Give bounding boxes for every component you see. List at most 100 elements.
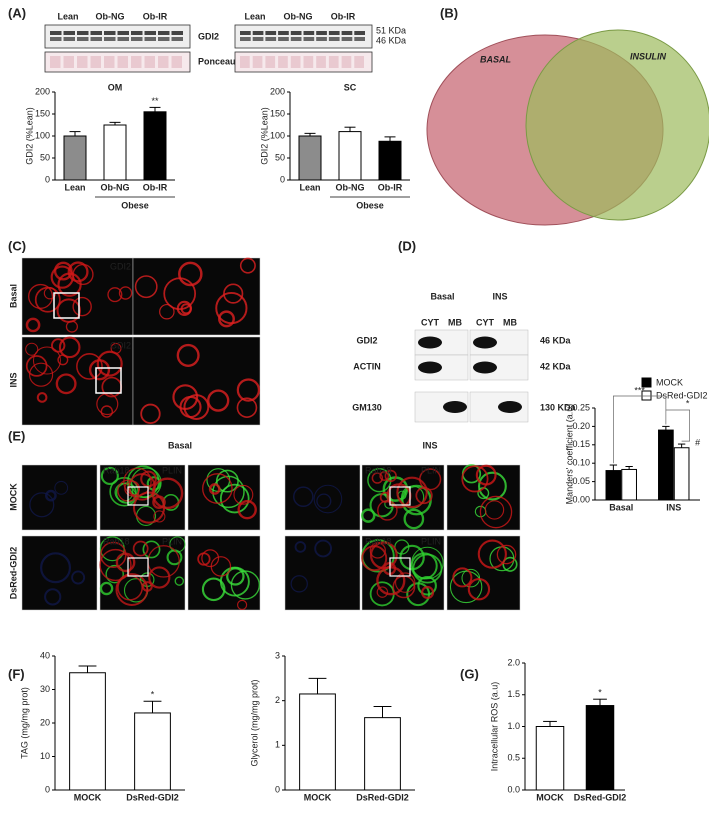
x-tick-label: INS bbox=[666, 502, 681, 512]
droplet bbox=[219, 566, 250, 597]
droplet bbox=[237, 499, 257, 520]
legend-label: MOCK bbox=[656, 377, 683, 387]
band bbox=[354, 56, 364, 68]
y-tick-label: 10 bbox=[40, 751, 50, 761]
bar bbox=[621, 468, 637, 501]
bar bbox=[299, 693, 336, 791]
droplet bbox=[223, 283, 244, 304]
band bbox=[90, 56, 101, 68]
band bbox=[171, 37, 183, 41]
y-tick-label: 2 bbox=[275, 695, 280, 705]
band bbox=[117, 31, 129, 35]
band bbox=[316, 37, 327, 41]
droplet bbox=[29, 362, 54, 387]
droplet bbox=[218, 310, 235, 328]
stain-label: Rab18 bbox=[365, 465, 392, 475]
y-tick-label: 2.0 bbox=[507, 657, 520, 667]
kda-label: 130 KDa bbox=[540, 402, 577, 412]
band bbox=[240, 31, 251, 35]
droplet bbox=[396, 476, 428, 509]
significance: ** bbox=[151, 96, 159, 106]
droplet bbox=[233, 484, 254, 505]
protein-label: GM130 bbox=[352, 402, 382, 412]
panel-label: (D) bbox=[398, 238, 416, 253]
droplet bbox=[477, 539, 507, 569]
band bbox=[498, 401, 522, 413]
y-tick-label: 0.00 bbox=[572, 494, 590, 504]
x-tick-label: MOCK bbox=[304, 792, 332, 802]
y-tick-label: 50 bbox=[275, 152, 285, 162]
band bbox=[171, 31, 183, 35]
droplet bbox=[51, 338, 66, 353]
fraction-label: CYT bbox=[421, 317, 440, 327]
stain-label: PLIN bbox=[162, 536, 182, 546]
droplet bbox=[54, 480, 69, 495]
roi bbox=[95, 367, 122, 394]
kda-label: 51 KDa bbox=[376, 25, 406, 35]
band bbox=[290, 37, 302, 41]
band bbox=[316, 56, 326, 68]
droplet bbox=[376, 586, 389, 598]
band bbox=[252, 37, 264, 41]
band bbox=[90, 37, 102, 41]
panel-label: (E) bbox=[8, 428, 25, 443]
row-label: MOCK bbox=[8, 483, 18, 511]
bar bbox=[658, 429, 674, 501]
droplet bbox=[239, 257, 256, 274]
roi bbox=[389, 557, 411, 577]
droplet bbox=[115, 573, 149, 606]
band bbox=[354, 37, 365, 41]
droplet bbox=[110, 342, 122, 354]
band bbox=[240, 37, 251, 41]
micrograph bbox=[284, 464, 361, 531]
y-tick-label: 0.5 bbox=[507, 753, 520, 763]
band bbox=[278, 37, 289, 41]
roi bbox=[53, 292, 80, 319]
band bbox=[77, 31, 89, 35]
droplet bbox=[118, 286, 133, 300]
panel-label: (B) bbox=[440, 5, 458, 20]
droplet bbox=[45, 489, 57, 502]
y-tick-label: 40 bbox=[40, 650, 50, 660]
band bbox=[252, 31, 264, 35]
condition-label: INS bbox=[422, 440, 437, 450]
y-axis-label: TAG (mg/mg prot) bbox=[19, 687, 29, 759]
y-tick-label: 200 bbox=[270, 86, 285, 96]
droplet bbox=[29, 492, 55, 518]
band bbox=[50, 56, 61, 68]
y-tick-label: 1 bbox=[275, 740, 280, 750]
band bbox=[473, 336, 497, 349]
droplet bbox=[142, 540, 161, 559]
droplet bbox=[384, 469, 397, 483]
band bbox=[63, 56, 74, 68]
protein-label: GDI2 bbox=[356, 335, 377, 345]
droplet bbox=[148, 566, 171, 589]
kda-label: 46 KDa bbox=[540, 335, 572, 345]
droplet bbox=[379, 471, 390, 481]
panel-label: (G) bbox=[460, 666, 479, 681]
lane-label: Ob-IR bbox=[143, 11, 168, 21]
droplet bbox=[236, 599, 248, 611]
stain-label: PLIN bbox=[421, 536, 441, 546]
y-tick-label: 100 bbox=[270, 130, 285, 140]
y-tick-label: 0 bbox=[280, 174, 285, 184]
band bbox=[290, 56, 301, 68]
band bbox=[341, 31, 353, 35]
x-tick-label: DsRed-GDI2 bbox=[356, 792, 409, 802]
droplet bbox=[484, 500, 505, 520]
y-tick-label: 50 bbox=[40, 152, 50, 162]
row-label: DsRed-GDI2 bbox=[8, 547, 18, 600]
droplet bbox=[449, 570, 483, 604]
y-tick-label: 1.5 bbox=[507, 689, 520, 699]
droplet bbox=[71, 570, 86, 585]
y-tick-label: 30 bbox=[40, 684, 50, 694]
droplet bbox=[153, 510, 166, 523]
row-label: Basal bbox=[8, 284, 18, 308]
droplet bbox=[219, 483, 250, 514]
band bbox=[158, 37, 170, 41]
band bbox=[316, 31, 327, 35]
y-tick-label: 0.05 bbox=[572, 476, 590, 486]
droplet bbox=[201, 549, 220, 568]
droplet bbox=[176, 300, 193, 317]
droplet bbox=[134, 275, 158, 299]
